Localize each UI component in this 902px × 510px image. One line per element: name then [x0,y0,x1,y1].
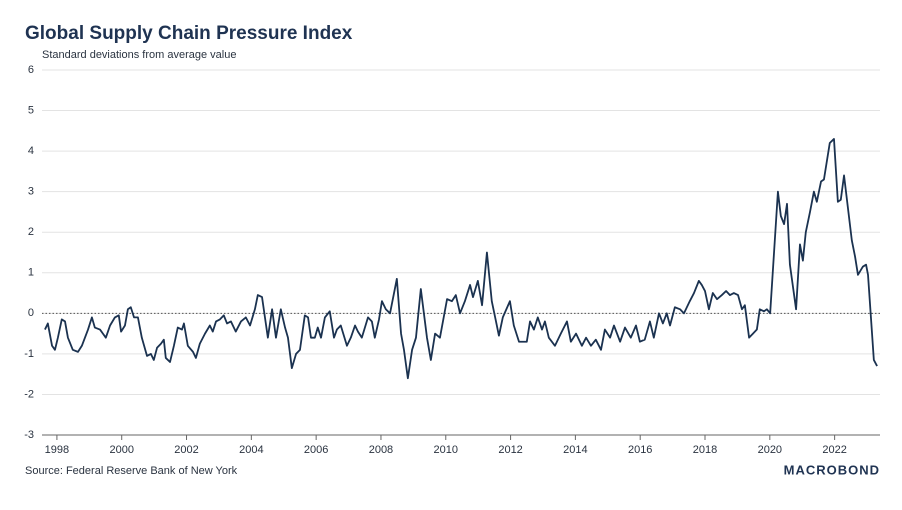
brand: MACROBOND [784,462,880,477]
x-tick-label: 2000 [109,444,133,456]
y-tick-label: -1 [24,348,34,360]
x-tick-label: 2006 [304,444,328,456]
chart-title: Global Supply Chain Pressure Index [25,23,353,44]
series-line [44,138,878,380]
x-tick-label: 2014 [563,444,587,456]
y-tick-label: 6 [28,64,34,76]
y-tick-label: 5 [28,104,34,116]
x-tick-label: 1998 [45,444,69,456]
x-tick-label: 2012 [498,444,522,456]
x-tick-label: 2016 [628,444,652,456]
y-tick-label: 4 [28,145,34,157]
y-tick-label: -2 [24,388,34,400]
x-tick-label: 2018 [693,444,717,456]
y-tick-label: 0 [28,307,34,319]
source: Source: Federal Reserve Bank of New York [25,465,238,477]
y-tick-label: 3 [28,186,34,198]
x-tick-label: 2008 [369,444,393,456]
x-tick-label: 2004 [239,444,263,456]
chart-subtitle: Standard deviations from average value [42,49,236,61]
x-tick-label: 2022 [822,444,846,456]
x-tick-label: 2020 [758,444,782,456]
y-tick-label: -3 [24,429,34,441]
x-tick-label: 2010 [434,444,458,456]
y-tick-label: 1 [28,267,34,279]
y-tick-label: 2 [28,226,34,238]
x-tick-label: 2002 [174,444,198,456]
